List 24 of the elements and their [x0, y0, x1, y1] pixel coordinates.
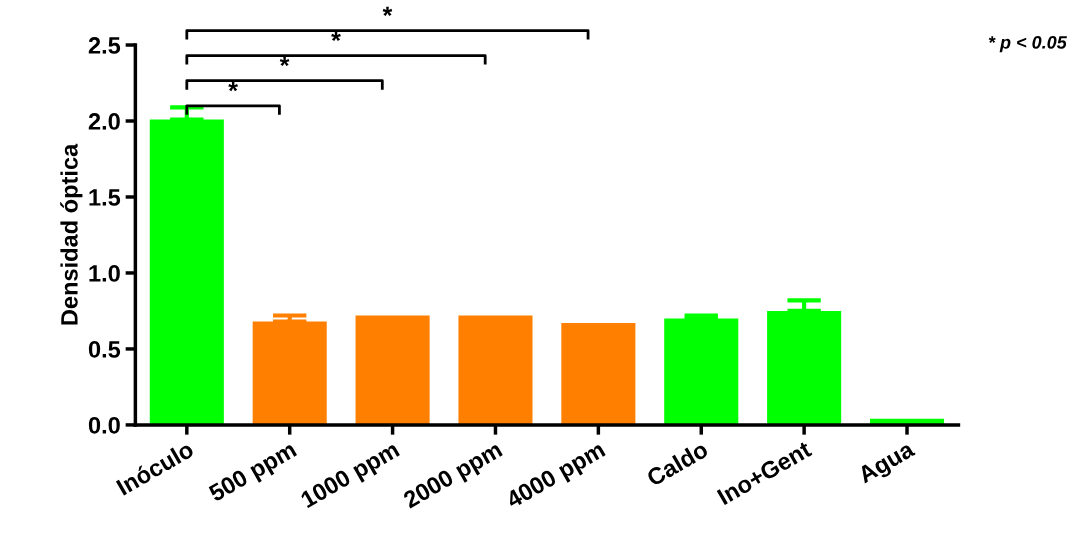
bar [355, 315, 430, 425]
bar [458, 315, 533, 425]
text: * [382, 6, 393, 16]
x-tick-label: Caldo [645, 439, 710, 487]
x-tick-label: 500 ppm [207, 440, 300, 507]
bar [767, 310, 842, 425]
x-tick-label: 4000 ppm [504, 440, 609, 513]
text: * [331, 31, 341, 42]
y-tick-label: 2.0 [88, 113, 120, 130]
annotation: * [228, 81, 238, 92]
x-tick-label: 1000 ppm [299, 440, 403, 513]
text: * p < 0.05 [988, 35, 1067, 53]
x-tick-label: Agua [856, 440, 919, 488]
annotation: * [279, 56, 290, 67]
y-tick-label: 1.0 [89, 265, 120, 282]
bar [252, 321, 327, 425]
y-tick-label: 0.5 [88, 341, 121, 358]
bar [561, 323, 636, 425]
x-tick-label: 2000 ppm [402, 440, 506, 513]
y-tick-label: 0.0 [88, 416, 120, 434]
bar [149, 119, 224, 425]
y-tick-label: 1.5 [89, 189, 121, 206]
y-axis-title: Densidad óptica [60, 143, 83, 325]
y-tick-label: 2.5 [88, 37, 121, 54]
